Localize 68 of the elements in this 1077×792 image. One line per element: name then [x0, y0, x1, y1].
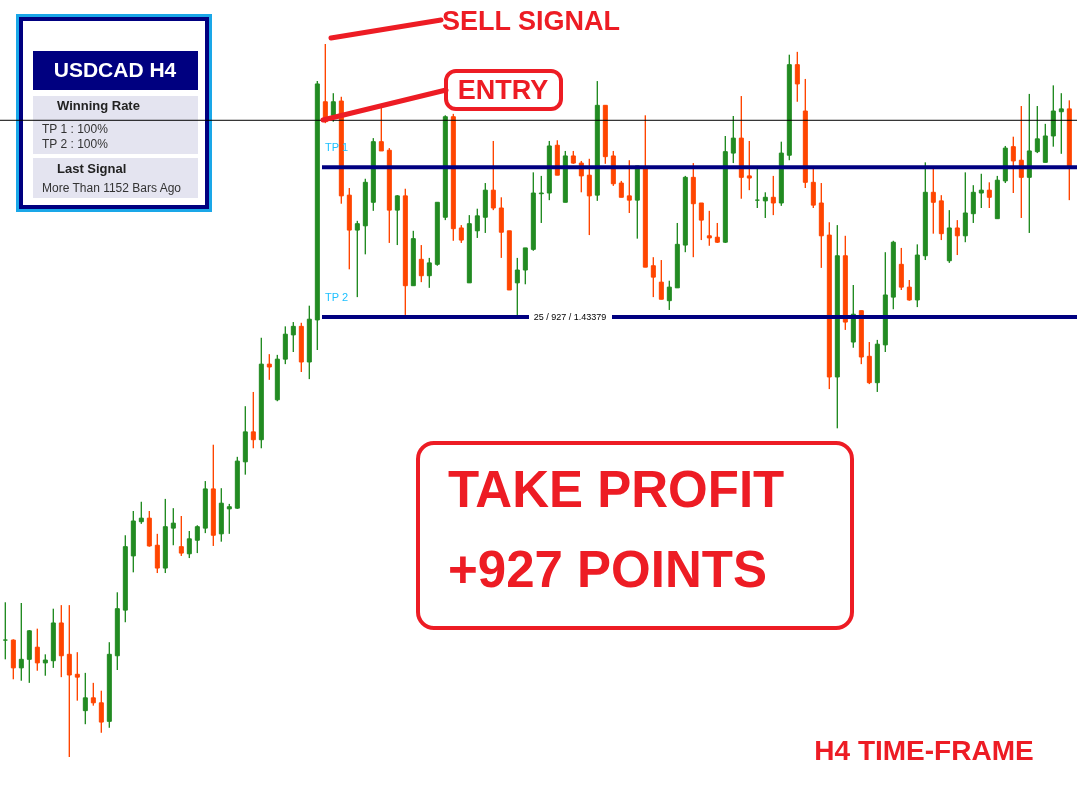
candlestick — [770, 175, 776, 216]
candlestick — [962, 171, 968, 243]
candlestick — [538, 175, 544, 224]
candlestick — [714, 222, 720, 244]
candlestick — [970, 184, 976, 224]
candlestick — [794, 51, 800, 103]
candlestick — [810, 168, 816, 209]
candlestick — [74, 651, 80, 702]
candlestick — [290, 321, 296, 353]
annotation: TP 2 : 100% — [42, 137, 109, 151]
candlestick — [754, 168, 760, 209]
candlestick — [706, 210, 712, 247]
candlestick — [186, 530, 192, 559]
text: SELL SIGNAL — [441, 6, 621, 36]
candlestick — [898, 247, 904, 291]
annotation: H4 TIME-FRAME — [814, 735, 1034, 766]
candlestick — [698, 202, 704, 241]
candlestick — [194, 524, 200, 554]
candlestick — [1010, 135, 1016, 194]
annotation: Last Signal — [57, 161, 127, 176]
annotation: TAKE PROFIT +927 POINTS — [448, 461, 785, 598]
candlestick — [90, 682, 96, 707]
candlestick — [394, 194, 400, 246]
ref-line-label: TP 1 — [325, 141, 349, 154]
annotation: More Than 1152 Bars Ago — [42, 181, 182, 195]
candlestick — [666, 280, 672, 311]
annotation: 25 / 927 / 1.43379 — [533, 312, 607, 323]
candlestick — [954, 219, 960, 256]
candlestick — [178, 515, 184, 557]
candlestick — [658, 259, 664, 300]
candlestick — [522, 247, 528, 285]
candlestick — [906, 279, 912, 302]
candlestick — [474, 208, 480, 239]
candlestick — [490, 140, 496, 211]
candlestick — [250, 391, 256, 449]
candlestick — [746, 140, 752, 191]
ref-line-label: TP 2 — [325, 291, 349, 304]
candlestick — [986, 181, 992, 209]
candlestick — [266, 353, 272, 381]
candlestick — [378, 105, 384, 152]
candlestick — [730, 115, 736, 164]
candlestick — [978, 173, 984, 209]
annotation: ENTRY — [457, 75, 549, 105]
candlestick — [1058, 92, 1064, 155]
candlestick — [138, 501, 144, 525]
candlestick — [418, 244, 424, 283]
candlestick — [2, 601, 8, 661]
candlestick — [354, 220, 360, 298]
candlestick — [586, 158, 592, 236]
candlestick — [650, 256, 656, 298]
candlestick — [82, 672, 88, 725]
candlestick — [1034, 105, 1040, 154]
candlestick — [18, 602, 24, 682]
candlestick — [226, 503, 232, 535]
candlestick — [514, 257, 520, 318]
candlestick — [66, 604, 72, 758]
candlestick — [762, 191, 768, 219]
annotation: Winning Rate — [57, 98, 140, 113]
candlestick — [426, 257, 432, 289]
candlestick — [34, 627, 40, 672]
candlestick — [154, 533, 160, 574]
candlestick — [42, 653, 48, 677]
candlestick — [98, 689, 104, 734]
candlestick — [170, 507, 176, 546]
annotation: USDCAD H4 — [53, 58, 177, 81]
annotation: TP 1 : 100% — [42, 122, 109, 136]
candlestick — [930, 168, 936, 235]
candlestick — [626, 159, 632, 214]
